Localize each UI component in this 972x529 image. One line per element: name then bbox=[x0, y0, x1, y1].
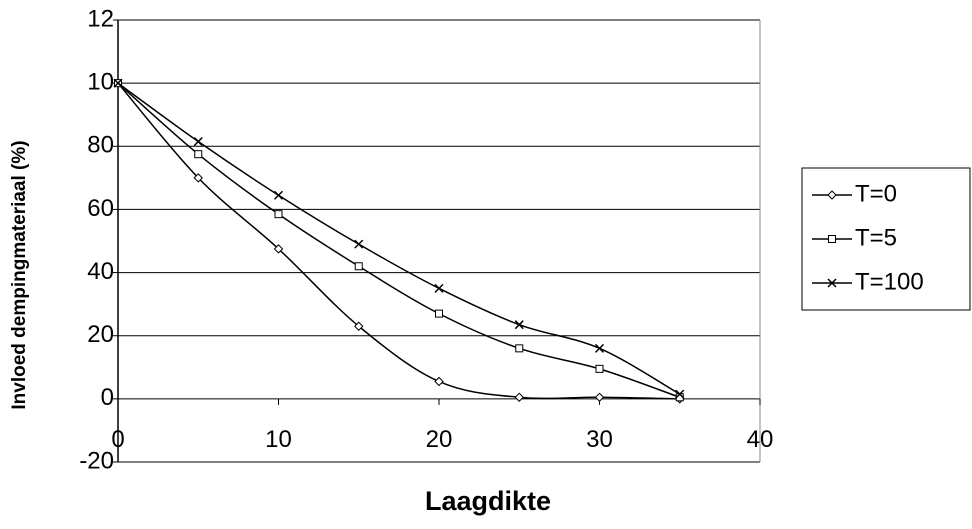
marker bbox=[274, 210, 283, 219]
series-line bbox=[117, 82, 681, 398]
y-tick-label: 10 bbox=[87, 68, 114, 95]
x-tick-label: 30 bbox=[586, 426, 613, 453]
marker bbox=[594, 392, 605, 402]
marker bbox=[435, 309, 443, 318]
marker bbox=[193, 173, 203, 183]
marker bbox=[514, 320, 524, 330]
y-tick-label: -20 bbox=[79, 447, 114, 474]
x-tick-label: 20 bbox=[426, 426, 453, 453]
y-tick-label: 20 bbox=[87, 321, 114, 348]
y-tick-label: 60 bbox=[87, 195, 114, 222]
marker bbox=[193, 137, 203, 147]
y-tick-label: 40 bbox=[87, 258, 114, 285]
marker bbox=[827, 190, 837, 200]
marker bbox=[594, 343, 605, 353]
marker bbox=[273, 190, 284, 200]
legend-label: T=100 bbox=[855, 268, 924, 295]
marker bbox=[828, 235, 836, 243]
marker bbox=[434, 376, 444, 387]
marker bbox=[354, 262, 363, 271]
marker bbox=[194, 150, 203, 159]
marker bbox=[827, 278, 837, 288]
x-tick-label: 40 bbox=[747, 426, 774, 453]
y-axis-label: Invloed dempingmateriaal (%) bbox=[9, 140, 30, 409]
series-line bbox=[117, 82, 681, 395]
legend-label: T=0 bbox=[855, 180, 897, 207]
x-tick-label: 10 bbox=[265, 426, 292, 453]
y-tick-label: 0 bbox=[101, 384, 114, 411]
marker bbox=[515, 344, 524, 353]
marker bbox=[113, 78, 123, 88]
marker bbox=[354, 321, 364, 331]
y-tick-label: 80 bbox=[87, 132, 114, 159]
marker bbox=[595, 364, 604, 373]
legend-label: T=5 bbox=[855, 224, 897, 251]
marker bbox=[675, 389, 685, 399]
marker bbox=[354, 239, 364, 249]
marker bbox=[514, 392, 524, 402]
x-axis-label: Laagdikte bbox=[425, 486, 551, 516]
x-tick-label: 0 bbox=[111, 426, 124, 453]
y-tick-label: 12 bbox=[87, 5, 114, 32]
marker bbox=[434, 283, 444, 293]
marker bbox=[273, 244, 284, 254]
